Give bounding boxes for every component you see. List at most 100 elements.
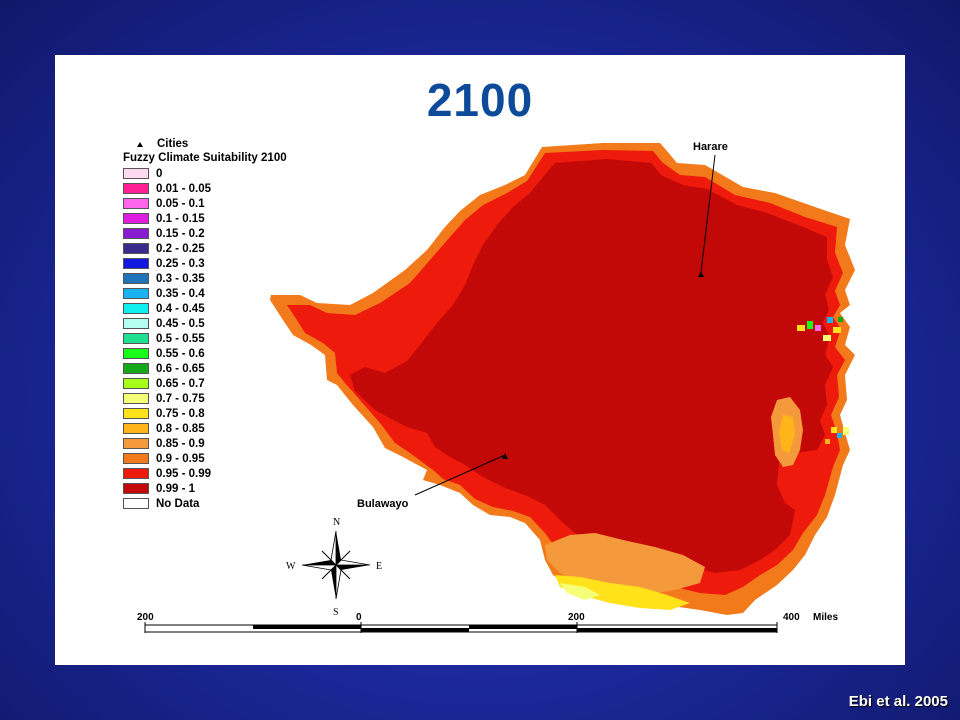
legend-class-row: 0.8 - 0.85 xyxy=(123,421,363,436)
city-bulawayo[interactable]: Bulawayo xyxy=(357,453,508,510)
legend-class-row: 0.6 - 0.65 xyxy=(123,361,363,376)
legend-swatch xyxy=(123,393,149,404)
legend-class-label: 0 xyxy=(156,167,163,180)
legend-class-label: 0.6 - 0.65 xyxy=(156,362,205,375)
legend-swatch xyxy=(123,363,149,374)
legend-swatch xyxy=(123,423,149,434)
legend-class-row: 0.75 - 0.8 xyxy=(123,406,363,421)
legend-swatch xyxy=(123,213,149,224)
city-label: Harare xyxy=(693,141,728,153)
legend-swatch xyxy=(123,408,149,419)
legend-swatch xyxy=(123,303,149,314)
legend-class-label: 0.5 - 0.55 xyxy=(156,332,205,345)
leader-line xyxy=(700,154,716,273)
legend-swatch xyxy=(123,318,149,329)
scale-label-2: 0 xyxy=(356,612,362,623)
legend-title: Fuzzy Climate Suitability 2100 xyxy=(123,152,287,164)
legend-class-label: 0.35 - 0.4 xyxy=(156,287,205,300)
legend-swatch xyxy=(123,243,149,254)
suitability-map: Harare Bulawayo N S E W xyxy=(137,141,855,633)
legend-class-row: 0.4 - 0.45 xyxy=(123,301,363,316)
scale-bar: 200 0 200 400 Miles xyxy=(137,612,838,633)
legend-class-label: 0.2 - 0.25 xyxy=(156,242,205,255)
legend-class-row: 0.01 - 0.05 xyxy=(123,181,363,196)
legend-class-row: 0.85 - 0.9 xyxy=(123,436,363,451)
legend-swatch xyxy=(123,273,149,284)
legend-cities-label: Cities xyxy=(157,138,189,150)
eastern-highlands-inner xyxy=(779,415,795,453)
legend-swatch xyxy=(123,258,149,269)
legend-class-label: 0.85 - 0.9 xyxy=(156,437,205,450)
legend-swatch xyxy=(123,378,149,389)
legend-class-row: 0.35 - 0.4 xyxy=(123,286,363,301)
legend-class-row: 0.2 - 0.25 xyxy=(123,241,363,256)
legend-class-row: 0.65 - 0.7 xyxy=(123,376,363,391)
legend-class-label: 0.8 - 0.85 xyxy=(156,422,205,435)
legend-class-label: 0.55 - 0.6 xyxy=(156,347,205,360)
legend-class-row: 0.55 - 0.6 xyxy=(123,346,363,361)
legend-class-label: 0.75 - 0.8 xyxy=(156,407,205,420)
scale-label-3: 200 xyxy=(568,612,585,623)
lowveld-yellow-zone xyxy=(555,575,690,610)
legend-swatch xyxy=(123,438,149,449)
compass-rose-icon: N S E W xyxy=(286,517,382,618)
legend-class-label: 0.1 - 0.15 xyxy=(156,212,205,225)
legend-class-row: 0.3 - 0.35 xyxy=(123,271,363,286)
city-harare[interactable]: Harare xyxy=(693,141,728,277)
legend-class-row: 0 xyxy=(123,166,363,181)
legend-class-row: 0.05 - 0.1 xyxy=(123,196,363,211)
city-marker-icon xyxy=(137,141,143,147)
lowveld-pale-zone xyxy=(560,583,600,600)
legend-class-row: 0.15 - 0.2 xyxy=(123,226,363,241)
legend-swatch xyxy=(123,348,149,359)
legend-class-row: 0.7 - 0.75 xyxy=(123,391,363,406)
compass-s: S xyxy=(333,607,339,618)
citation: Ebi et al. 2005 xyxy=(848,693,948,710)
compass-n: N xyxy=(333,517,340,528)
eastern-border-speckles xyxy=(797,317,849,444)
legend-class-label: 0.65 - 0.7 xyxy=(156,377,205,390)
legend-classes: 0 0.01 - 0.05 0.05 - 0.1 0.1 - 0.15 0.15 - 0… xyxy=(123,166,363,511)
legend-class-label: No Data xyxy=(156,497,200,510)
legend-class-label: 0.4 - 0.45 xyxy=(156,302,205,315)
legend-swatch xyxy=(123,228,149,239)
legend-class-row: 0.5 - 0.55 xyxy=(123,331,363,346)
legend-class-label: 0.7 - 0.75 xyxy=(156,392,205,405)
legend-class-row: 0.9 - 0.95 xyxy=(123,451,363,466)
legend-cities: Cities xyxy=(137,137,363,151)
compass-e: E xyxy=(376,561,382,572)
legend-class-row: 0.45 - 0.5 xyxy=(123,316,363,331)
city-marker-icon xyxy=(698,271,704,277)
legend-class-row: No Data xyxy=(123,496,363,511)
legend-class-row: 0.1 - 0.15 xyxy=(123,211,363,226)
legend-class-label: 0.15 - 0.2 xyxy=(156,227,205,240)
legend-class-row: 0.95 - 0.99 xyxy=(123,466,363,481)
legend-class-label: 0.95 - 0.99 xyxy=(156,467,211,480)
legend-class-label: 0.01 - 0.05 xyxy=(156,182,211,195)
legend-swatch xyxy=(123,288,149,299)
legend-class-label: 0.45 - 0.5 xyxy=(156,317,205,330)
legend-class-label: 0.05 - 0.1 xyxy=(156,197,205,210)
legend-swatch xyxy=(123,498,149,509)
legend-swatch xyxy=(123,333,149,344)
legend-class-label: 0.9 - 0.95 xyxy=(156,452,205,465)
legend-class-label: 0.25 - 0.3 xyxy=(156,257,205,270)
scale-label-1: 200 xyxy=(137,612,154,623)
legend-swatch xyxy=(123,183,149,194)
legend-swatch xyxy=(123,198,149,209)
legend-swatch xyxy=(123,483,149,494)
map-title: 2100 xyxy=(426,74,534,126)
legend-class-row: 0.99 - 1 xyxy=(123,481,363,496)
city-label: Bulawayo xyxy=(357,498,409,510)
zone-099-1 xyxy=(350,159,833,573)
scale-label-4: 400 xyxy=(783,612,800,623)
legend-class-label: 0.3 - 0.35 xyxy=(156,272,205,285)
leader-line xyxy=(414,454,506,496)
legend-swatch xyxy=(123,453,149,464)
legend-swatch xyxy=(123,168,149,179)
compass-w: W xyxy=(286,561,296,572)
map-panel: 2100 Har xyxy=(55,55,905,665)
scale-unit: Miles xyxy=(813,612,838,623)
legend-class-row: 0.25 - 0.3 xyxy=(123,256,363,271)
